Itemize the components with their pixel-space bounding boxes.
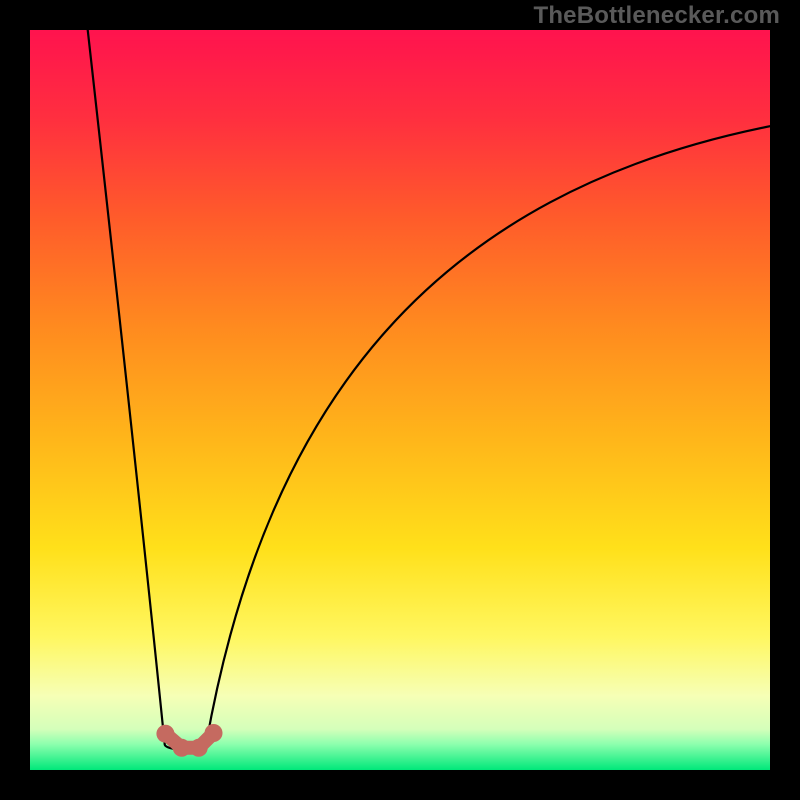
plot-background: [30, 30, 770, 770]
bottleneck-chart: [0, 0, 800, 800]
optimal-point-marker: [205, 724, 223, 742]
optimal-point-marker: [190, 739, 208, 757]
watermark-text: TheBottlenecker.com: [533, 2, 780, 30]
optimal-point-marker: [173, 739, 191, 757]
optimal-point-marker: [156, 725, 174, 743]
